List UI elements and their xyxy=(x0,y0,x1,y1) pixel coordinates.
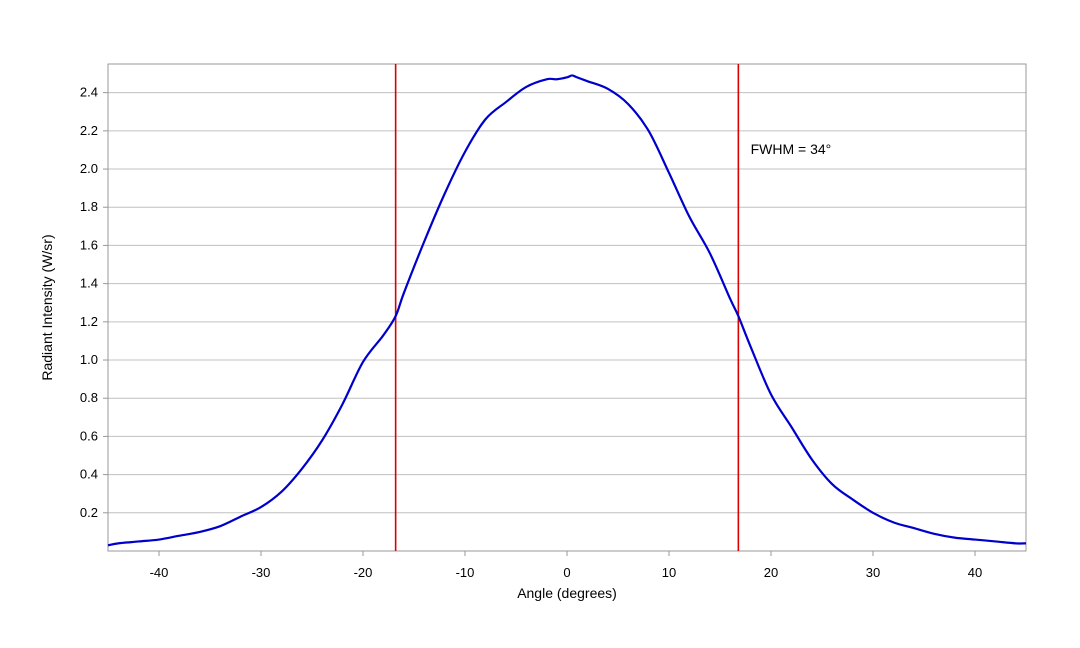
y-tick-label: 1.2 xyxy=(80,314,98,329)
x-tick-label: -10 xyxy=(456,565,475,580)
fwhm-annotation: FWHM = 34° xyxy=(751,141,832,157)
y-tick-label: 0.4 xyxy=(80,467,98,482)
grid-lines xyxy=(108,92,1026,514)
x-tick-label: 10 xyxy=(662,565,676,580)
x-axis-title: Angle (degrees) xyxy=(517,585,617,601)
y-tick-label: 1.6 xyxy=(80,237,98,252)
y-axis-title: Radiant Intensity (W/sr) xyxy=(39,234,55,380)
x-tick-label: 0 xyxy=(563,565,570,580)
y-tick-label: 0.2 xyxy=(80,505,98,520)
x-tick-label: -20 xyxy=(354,565,373,580)
y-tick-label: 1.4 xyxy=(80,276,98,291)
x-tick-label: 40 xyxy=(968,565,982,580)
series-layer xyxy=(107,74,1027,547)
reference-lines xyxy=(394,64,740,551)
y-tick-label: 1.8 xyxy=(80,199,98,214)
annotations: FWHM = 34° xyxy=(751,141,832,157)
x-tick-label: 30 xyxy=(866,565,880,580)
y-tick-label: 0.6 xyxy=(80,428,98,443)
x-tick-label: -40 xyxy=(150,565,169,580)
y-tick-label: 0.8 xyxy=(80,390,98,405)
x-axis-ticks: -40 -30 -20 -10 0 10 20 30 40 xyxy=(150,551,982,580)
y-tick-label: 2.2 xyxy=(80,123,98,138)
y-tick-label: 1.0 xyxy=(80,352,98,367)
y-tick-label: 2.4 xyxy=(80,85,98,100)
x-tick-label: -30 xyxy=(252,565,271,580)
y-tick-label: 2.0 xyxy=(80,161,98,176)
y-axis-ticks: 0.2 0.4 0.6 0.8 1.0 1.2 1.4 1.6 1.8 2.0 2.2 2.4 xyxy=(80,85,108,520)
plot-area xyxy=(107,63,1027,552)
x-tick-label: 20 xyxy=(764,565,778,580)
intensity-series-line xyxy=(107,74,1027,547)
